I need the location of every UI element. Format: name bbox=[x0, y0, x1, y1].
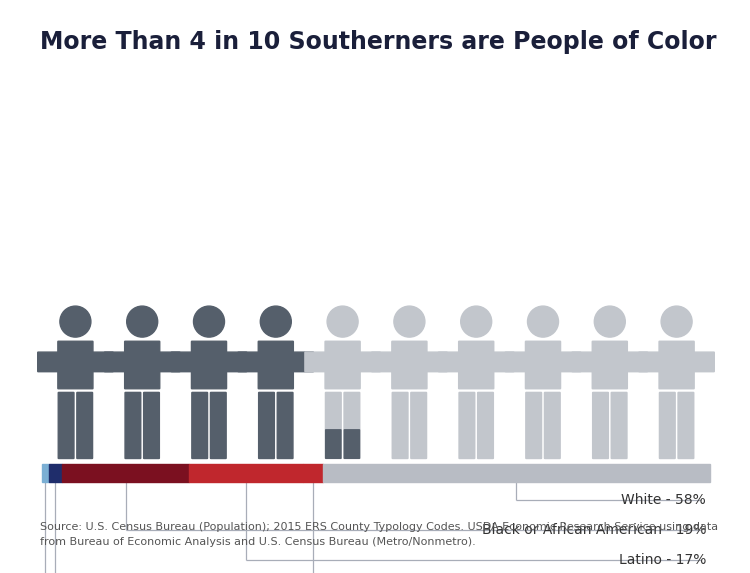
FancyBboxPatch shape bbox=[639, 352, 714, 372]
FancyBboxPatch shape bbox=[144, 393, 159, 458]
FancyBboxPatch shape bbox=[659, 393, 675, 458]
Bar bbox=[62, 464, 189, 482]
FancyBboxPatch shape bbox=[526, 342, 560, 388]
FancyBboxPatch shape bbox=[171, 352, 247, 372]
FancyBboxPatch shape bbox=[392, 393, 408, 458]
FancyBboxPatch shape bbox=[344, 393, 360, 458]
FancyBboxPatch shape bbox=[459, 393, 475, 458]
Bar bbox=[302, 464, 322, 482]
FancyBboxPatch shape bbox=[76, 393, 92, 458]
Bar bbox=[42, 464, 49, 482]
Text: White - 58%: White - 58% bbox=[621, 493, 706, 507]
Circle shape bbox=[327, 306, 358, 337]
FancyBboxPatch shape bbox=[659, 342, 694, 388]
Circle shape bbox=[60, 306, 91, 337]
FancyBboxPatch shape bbox=[592, 342, 627, 388]
FancyBboxPatch shape bbox=[372, 352, 447, 372]
Circle shape bbox=[260, 306, 291, 337]
FancyBboxPatch shape bbox=[611, 393, 627, 458]
FancyBboxPatch shape bbox=[259, 393, 274, 458]
Circle shape bbox=[127, 306, 158, 337]
FancyBboxPatch shape bbox=[411, 393, 427, 458]
FancyBboxPatch shape bbox=[124, 342, 160, 388]
Text: Black or African American - 19%: Black or African American - 19% bbox=[482, 523, 706, 537]
FancyBboxPatch shape bbox=[526, 393, 542, 458]
FancyBboxPatch shape bbox=[278, 393, 293, 458]
Bar bbox=[189, 464, 302, 482]
FancyBboxPatch shape bbox=[392, 342, 427, 388]
Circle shape bbox=[527, 306, 559, 337]
FancyBboxPatch shape bbox=[125, 393, 141, 458]
FancyBboxPatch shape bbox=[38, 352, 113, 372]
FancyBboxPatch shape bbox=[344, 430, 359, 458]
FancyBboxPatch shape bbox=[58, 393, 74, 458]
FancyBboxPatch shape bbox=[326, 430, 341, 458]
Circle shape bbox=[194, 306, 224, 337]
FancyBboxPatch shape bbox=[104, 352, 180, 372]
FancyBboxPatch shape bbox=[326, 393, 341, 458]
Bar bbox=[322, 464, 710, 482]
FancyBboxPatch shape bbox=[191, 342, 226, 388]
FancyBboxPatch shape bbox=[506, 352, 580, 372]
FancyBboxPatch shape bbox=[678, 393, 694, 458]
Bar bbox=[49, 464, 62, 482]
Circle shape bbox=[661, 306, 692, 337]
Text: Source: U.S. Census Bureau (Population); 2015 ERS County Typology Codes. USDA Ec: Source: U.S. Census Bureau (Population);… bbox=[40, 522, 718, 547]
FancyBboxPatch shape bbox=[592, 393, 608, 458]
FancyBboxPatch shape bbox=[459, 342, 494, 388]
FancyBboxPatch shape bbox=[572, 352, 647, 372]
FancyBboxPatch shape bbox=[325, 342, 360, 388]
FancyBboxPatch shape bbox=[305, 352, 380, 372]
FancyBboxPatch shape bbox=[58, 342, 93, 388]
FancyBboxPatch shape bbox=[544, 393, 560, 458]
Text: More Than 4 in 10 Southerners are People of Color: More Than 4 in 10 Southerners are People… bbox=[40, 30, 716, 54]
FancyBboxPatch shape bbox=[238, 352, 314, 372]
Circle shape bbox=[594, 306, 626, 337]
Circle shape bbox=[460, 306, 492, 337]
FancyBboxPatch shape bbox=[258, 342, 293, 388]
FancyBboxPatch shape bbox=[211, 393, 226, 458]
FancyBboxPatch shape bbox=[439, 352, 514, 372]
Text: Latino - 17%: Latino - 17% bbox=[619, 553, 706, 567]
Circle shape bbox=[394, 306, 425, 337]
FancyBboxPatch shape bbox=[478, 393, 494, 458]
FancyBboxPatch shape bbox=[192, 393, 208, 458]
